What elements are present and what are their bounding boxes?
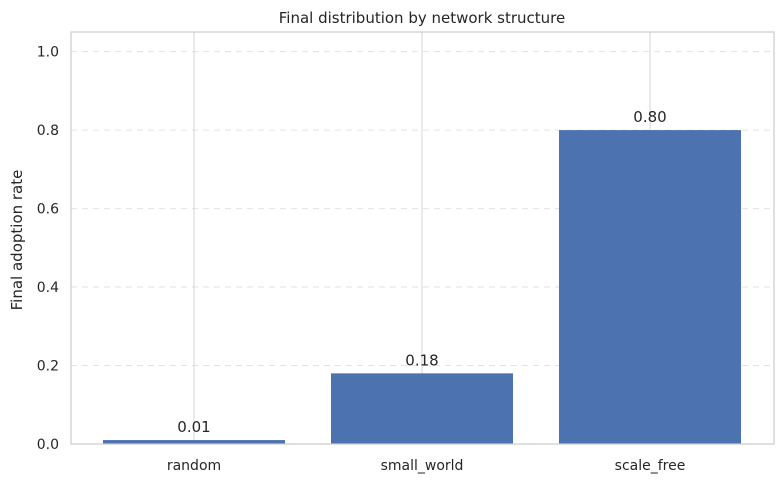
bar-small_world — [331, 373, 513, 444]
x-tick-label: small_world — [381, 458, 464, 474]
data-label: 0.80 — [633, 108, 666, 126]
plot-frame — [70, 31, 775, 445]
data-label: 0.18 — [405, 351, 438, 369]
y-tick-label: 0.8 — [37, 123, 59, 139]
y-axis-ticks: 0.0 0.2 0.4 0.6 0.8 1.0 — [37, 45, 59, 453]
data-label: 0.01 — [177, 418, 210, 436]
y-tick-label: 0.4 — [37, 280, 59, 296]
data-labels: 0.01 0.18 0.80 — [177, 108, 666, 436]
x-tick-label: scale_free — [615, 458, 686, 474]
bar-random — [103, 440, 285, 444]
chart-title: Final distribution by network structure — [279, 9, 566, 27]
y-tick-label: 0.0 — [37, 437, 59, 453]
y-tick-label: 0.6 — [37, 202, 59, 218]
x-axis-ticks: random small_world scale_free — [167, 458, 686, 474]
y-axis-label: Final adoption rate — [8, 170, 26, 311]
y-tick-label: 1.0 — [37, 45, 59, 61]
y-tick-label: 0.2 — [37, 359, 59, 375]
x-tick-label: random — [167, 458, 221, 474]
bar-scale_free — [559, 130, 741, 444]
bars — [103, 130, 741, 444]
